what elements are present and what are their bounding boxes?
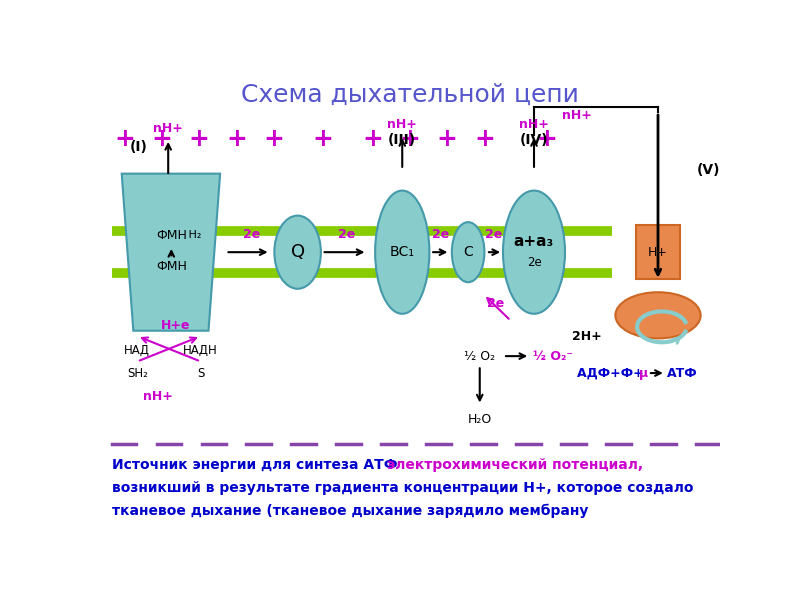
Text: НАДН: НАДН [183,343,218,356]
Ellipse shape [375,191,430,314]
Text: ½ O₂: ½ O₂ [464,350,495,362]
Text: (V): (V) [697,163,720,177]
Text: nH+: nH+ [519,118,549,131]
Text: +: + [226,127,247,151]
Text: Источник энергии для синтеза АТФ: Источник энергии для синтеза АТФ [112,458,402,472]
Bar [636,225,680,279]
Text: +: + [536,127,557,151]
Text: 2e: 2e [432,227,450,241]
Text: 2e: 2e [526,256,542,269]
Text: H+e: H+e [161,319,190,332]
Text: nH+: nH+ [387,118,417,131]
Text: Н₂: Н₂ [171,230,202,240]
Text: +: + [151,127,173,151]
Text: 2e: 2e [242,227,260,241]
Text: 2Н+: 2Н+ [572,329,602,343]
Text: +: + [189,127,210,151]
Ellipse shape [615,292,701,338]
Text: ½ O₂⁻: ½ O₂⁻ [534,350,574,362]
Text: +: + [263,127,284,151]
Ellipse shape [274,215,321,289]
Text: АДФ+Ф+: АДФ+Ф+ [577,367,648,380]
Text: +: + [437,127,458,151]
Text: Н₂О: Н₂О [468,413,492,426]
Text: АТФ: АТФ [667,367,698,380]
Text: μ: μ [638,367,648,380]
Text: a+a₃: a+a₃ [514,234,554,249]
Text: nH+: nH+ [562,109,592,122]
Text: 2e: 2e [338,227,355,241]
Text: +: + [114,127,135,151]
Text: Схема дыхательной цепи: Схема дыхательной цепи [241,83,579,107]
Text: тканевое дыхание (тканевое дыхание зарядило мембрану: тканевое дыхание (тканевое дыхание заряд… [112,504,588,518]
Ellipse shape [452,222,485,282]
Text: НАД: НАД [124,343,150,356]
Text: (III): (III) [388,133,416,146]
Text: nH+: nH+ [154,122,183,135]
Polygon shape [122,173,220,331]
Text: С: С [463,245,473,259]
Text: возникший в результате градиента концентрации Н+, которое создало: возникший в результате градиента концент… [112,481,693,495]
Text: +: + [362,127,383,151]
Text: ФМН: ФМН [156,229,186,242]
Text: ВС₁: ВС₁ [390,245,414,259]
Text: ФМН: ФМН [156,260,186,272]
Text: nH+: nH+ [143,389,173,403]
Text: 2e: 2e [486,297,504,310]
Text: +: + [313,127,334,151]
Text: Н+: Н+ [648,245,668,259]
Text: S: S [197,367,205,380]
Text: (IV): (IV) [520,133,548,146]
Text: (I): (I) [130,140,147,154]
Text: +: + [399,127,421,151]
Text: электрохимический потенциал,: электрохимический потенциал, [386,458,643,472]
Text: Q: Q [290,243,305,261]
Text: 2e: 2e [485,227,502,241]
Text: SН₂: SН₂ [126,367,148,380]
Text: +: + [474,127,495,151]
Ellipse shape [503,191,565,314]
